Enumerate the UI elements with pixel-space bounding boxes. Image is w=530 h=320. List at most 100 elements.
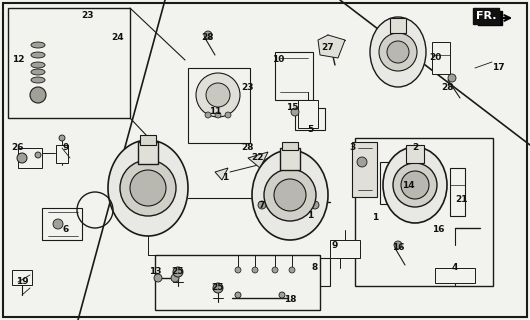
Circle shape — [379, 33, 417, 71]
Polygon shape — [215, 168, 228, 180]
Circle shape — [17, 153, 27, 163]
Text: 1: 1 — [307, 211, 313, 220]
Text: 9: 9 — [332, 241, 338, 250]
Circle shape — [215, 112, 221, 118]
Bar — [265, 258, 330, 286]
Bar — [380, 162, 402, 204]
Text: 25: 25 — [172, 268, 184, 276]
Ellipse shape — [108, 140, 188, 236]
Text: 9: 9 — [63, 143, 69, 153]
Text: 19: 19 — [16, 277, 28, 286]
Circle shape — [448, 74, 456, 82]
Circle shape — [59, 135, 65, 141]
Circle shape — [387, 41, 409, 63]
Circle shape — [289, 267, 295, 273]
Ellipse shape — [370, 17, 426, 87]
Circle shape — [206, 83, 230, 107]
Text: 21: 21 — [456, 196, 468, 204]
Text: 26: 26 — [12, 143, 24, 153]
Bar — [295, 108, 325, 130]
Text: 4: 4 — [452, 263, 458, 273]
Circle shape — [171, 274, 179, 282]
Text: 11: 11 — [209, 108, 221, 116]
Circle shape — [225, 112, 231, 118]
Text: 10: 10 — [272, 55, 284, 65]
Bar — [56, 145, 68, 163]
Bar — [450, 168, 465, 216]
Polygon shape — [18, 148, 42, 168]
Polygon shape — [330, 240, 360, 258]
Text: 13: 13 — [149, 268, 161, 276]
Text: 27: 27 — [322, 44, 334, 52]
Bar — [298, 100, 318, 128]
Circle shape — [264, 169, 316, 221]
Circle shape — [252, 267, 258, 273]
Circle shape — [120, 160, 176, 216]
Text: 28: 28 — [242, 143, 254, 153]
Bar — [406, 145, 424, 163]
Text: FR.: FR. — [480, 13, 500, 23]
Circle shape — [204, 31, 212, 39]
Bar — [280, 148, 300, 170]
Text: 1: 1 — [222, 173, 228, 182]
Ellipse shape — [252, 150, 328, 240]
Circle shape — [154, 274, 162, 282]
Circle shape — [235, 292, 241, 298]
Bar — [42, 208, 82, 240]
Ellipse shape — [31, 69, 45, 75]
Text: 1: 1 — [372, 213, 378, 222]
Circle shape — [235, 267, 241, 273]
Circle shape — [279, 292, 285, 298]
Bar — [140, 135, 156, 145]
Text: 28: 28 — [202, 34, 214, 43]
Bar — [275, 52, 313, 100]
Ellipse shape — [31, 77, 45, 83]
Circle shape — [173, 267, 183, 277]
Bar — [355, 138, 493, 286]
Text: 22: 22 — [252, 154, 264, 163]
Text: 20: 20 — [429, 53, 441, 62]
Text: 6: 6 — [63, 226, 69, 235]
Bar — [282, 142, 298, 150]
Circle shape — [35, 152, 41, 158]
Text: 14: 14 — [402, 180, 414, 189]
Polygon shape — [248, 152, 268, 168]
Circle shape — [394, 241, 402, 249]
Text: 5: 5 — [307, 125, 313, 134]
Circle shape — [213, 283, 223, 293]
Circle shape — [30, 87, 46, 103]
Bar — [12, 270, 32, 285]
Circle shape — [393, 163, 437, 207]
Text: 17: 17 — [492, 63, 505, 73]
Text: 18: 18 — [284, 295, 296, 305]
Text: FR.: FR. — [476, 11, 496, 21]
Circle shape — [130, 170, 166, 206]
Text: 16: 16 — [432, 226, 444, 235]
Circle shape — [53, 219, 63, 229]
Bar — [435, 268, 475, 283]
Circle shape — [274, 179, 306, 211]
Text: 24: 24 — [112, 34, 125, 43]
Bar — [432, 42, 450, 74]
Polygon shape — [8, 8, 130, 118]
Bar — [138, 142, 158, 164]
Bar — [188, 68, 250, 143]
Text: 2: 2 — [412, 143, 418, 153]
Ellipse shape — [31, 62, 45, 68]
Circle shape — [401, 171, 429, 199]
Ellipse shape — [31, 42, 45, 48]
Text: 16: 16 — [392, 244, 404, 252]
Text: 25: 25 — [212, 284, 224, 292]
Ellipse shape — [31, 52, 45, 58]
Text: 15: 15 — [286, 103, 298, 113]
Text: 23: 23 — [82, 11, 94, 20]
Bar — [155, 255, 320, 310]
Circle shape — [196, 73, 240, 117]
Text: 7: 7 — [259, 201, 265, 210]
Text: 8: 8 — [312, 263, 318, 273]
Ellipse shape — [383, 147, 447, 223]
Circle shape — [272, 267, 278, 273]
Bar — [390, 18, 406, 33]
Text: 23: 23 — [242, 84, 254, 92]
Circle shape — [205, 112, 211, 118]
